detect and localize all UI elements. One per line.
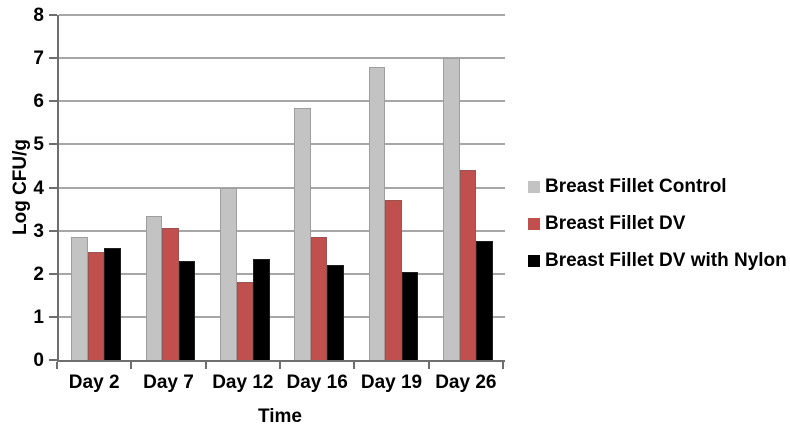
legend-item: Breast Fillet DV with Nylon: [528, 249, 787, 273]
x-tick-label: Day 2: [68, 372, 120, 393]
y-axis-tick: [49, 100, 57, 103]
y-axis-tick: [49, 14, 57, 16]
x-axis-tick: [56, 362, 58, 369]
bar: [385, 200, 402, 360]
bar: [71, 237, 88, 360]
x-axis-tick: [427, 362, 430, 369]
bar: [327, 265, 344, 360]
gridline: [59, 186, 505, 189]
bar: [236, 282, 254, 360]
y-axis-tick: [49, 186, 57, 189]
bar: [162, 228, 179, 360]
gridline: [59, 272, 505, 275]
y-tick-label: 8: [33, 5, 44, 26]
y-tick-label: 1: [33, 306, 44, 328]
legend: Breast Fillet Control Breast Fillet DV Bre…: [528, 175, 787, 286]
x-tick-label: Day 7: [143, 372, 194, 393]
y-tick-label: 6: [33, 91, 44, 113]
y-axis-tick: [49, 359, 57, 361]
bar: [104, 247, 121, 360]
bar: [401, 271, 419, 360]
legend-swatch-icon: [528, 218, 540, 230]
x-axis-tick: [279, 362, 281, 369]
y-tick-label: 5: [33, 134, 44, 156]
y-tick-label: 3: [33, 220, 44, 242]
x-tick-label: Day 19: [360, 372, 423, 393]
bar: [178, 260, 196, 360]
x-tick-label: Day 26: [435, 372, 497, 393]
bar: [443, 58, 460, 360]
y-axis-tick: [49, 57, 57, 60]
bar: [310, 237, 328, 360]
x-axis-title: Time: [257, 406, 303, 427]
x-axis-tick: [130, 362, 133, 369]
gridline: [59, 57, 505, 60]
gridline: [59, 315, 505, 318]
legend-item: Breast Fillet DV: [528, 212, 787, 236]
x-axis-tick: [353, 362, 356, 369]
legend-swatch-icon: [528, 255, 540, 267]
y-axis-tick: [49, 143, 57, 146]
bar: [220, 187, 237, 360]
bar: [459, 170, 477, 360]
bar: [476, 241, 493, 360]
x-axis-tick: [502, 362, 504, 369]
y-axis-tick: [49, 272, 57, 275]
y-tick-label: 7: [33, 48, 44, 70]
y-axis-tick: [49, 229, 57, 232]
x-axis-tick: [204, 362, 207, 369]
gridline: [59, 14, 505, 16]
legend-item: Breast Fillet Control: [528, 175, 787, 199]
gridline: [59, 100, 505, 103]
gridline: [59, 143, 505, 146]
y-axis-tick: [49, 315, 57, 318]
legend-label: Breast Fillet DV: [545, 213, 686, 234]
y-tick-label: 0: [33, 350, 44, 371]
bar: [145, 215, 163, 360]
bar: [87, 252, 105, 360]
legend-swatch-icon: [528, 181, 540, 193]
bar: [253, 258, 270, 360]
legend-label: Breast Fillet DV with Nylon: [545, 250, 787, 271]
y-tick-label: 2: [33, 263, 44, 285]
bar: [368, 66, 386, 360]
y-tick-label: 4: [33, 177, 44, 199]
x-tick-label: Day 12: [212, 372, 274, 393]
legend-label: Breast Fillet Control: [545, 176, 727, 197]
gridline: [59, 229, 505, 232]
plot-area: [57, 14, 505, 362]
x-tick-label: Day 16: [286, 372, 348, 393]
bar: [294, 107, 311, 360]
